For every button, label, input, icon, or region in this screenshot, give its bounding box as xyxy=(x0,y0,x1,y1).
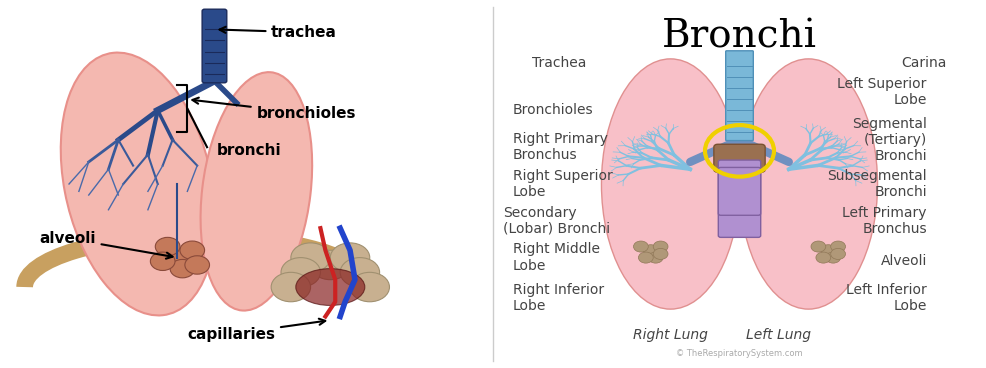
Circle shape xyxy=(291,243,330,272)
Text: trachea: trachea xyxy=(220,25,337,40)
Text: Carina: Carina xyxy=(901,56,947,70)
Ellipse shape xyxy=(296,269,365,305)
Circle shape xyxy=(643,245,659,256)
Ellipse shape xyxy=(601,59,740,309)
Circle shape xyxy=(830,248,846,259)
Circle shape xyxy=(271,272,311,302)
Circle shape xyxy=(633,241,649,252)
Circle shape xyxy=(340,258,380,287)
Circle shape xyxy=(653,241,669,252)
Ellipse shape xyxy=(200,72,313,311)
Circle shape xyxy=(311,250,350,280)
Circle shape xyxy=(171,259,194,278)
Circle shape xyxy=(826,252,840,263)
Circle shape xyxy=(350,272,389,302)
Ellipse shape xyxy=(61,53,215,315)
Text: bronchi: bronchi xyxy=(217,142,282,158)
Text: Segmental
(Tertiary)
Bronchi: Segmental (Tertiary) Bronchi xyxy=(852,117,927,163)
Text: bronchioles: bronchioles xyxy=(192,98,356,121)
Text: Left Primary
Bronchus: Left Primary Bronchus xyxy=(842,206,927,236)
Circle shape xyxy=(166,248,189,267)
Text: Secondary
(Lobar) Bronchi: Secondary (Lobar) Bronchi xyxy=(503,206,610,236)
Ellipse shape xyxy=(740,59,878,309)
Text: Right Primary
Bronchus: Right Primary Bronchus xyxy=(513,132,607,162)
Text: Trachea: Trachea xyxy=(532,56,587,70)
Circle shape xyxy=(810,241,825,252)
Text: Right Inferior
Lobe: Right Inferior Lobe xyxy=(513,283,603,313)
Circle shape xyxy=(150,252,175,270)
FancyBboxPatch shape xyxy=(718,167,761,215)
Text: Left Lung: Left Lung xyxy=(746,328,811,342)
Text: Right Middle
Lobe: Right Middle Lobe xyxy=(513,243,599,273)
Circle shape xyxy=(649,252,663,263)
Text: Bronchi: Bronchi xyxy=(662,18,817,56)
FancyBboxPatch shape xyxy=(202,9,227,83)
FancyBboxPatch shape xyxy=(726,51,753,141)
Text: Right Lung: Right Lung xyxy=(633,328,708,342)
Circle shape xyxy=(653,248,669,259)
FancyBboxPatch shape xyxy=(718,160,761,237)
Circle shape xyxy=(180,241,205,259)
FancyBboxPatch shape xyxy=(714,144,765,172)
Circle shape xyxy=(330,243,370,272)
Text: Bronchioles: Bronchioles xyxy=(513,103,594,117)
Text: alveoli: alveoli xyxy=(39,231,173,259)
Circle shape xyxy=(820,245,836,256)
Circle shape xyxy=(815,252,830,263)
Circle shape xyxy=(185,256,209,274)
Text: Alveoli: Alveoli xyxy=(880,254,927,268)
Text: Right Superior
Lobe: Right Superior Lobe xyxy=(513,169,612,199)
Text: Left Superior
Lobe: Left Superior Lobe xyxy=(837,77,927,107)
Text: Subsegmental
Bronchi: Subsegmental Bronchi xyxy=(827,169,927,199)
Circle shape xyxy=(639,252,653,263)
Circle shape xyxy=(281,258,320,287)
Circle shape xyxy=(830,241,846,252)
Circle shape xyxy=(155,237,179,256)
Text: Left Inferior
Lobe: Left Inferior Lobe xyxy=(846,283,927,313)
Text: capillaries: capillaries xyxy=(187,319,325,342)
Text: © TheRespiratorySystem.com: © TheRespiratorySystem.com xyxy=(676,349,803,358)
